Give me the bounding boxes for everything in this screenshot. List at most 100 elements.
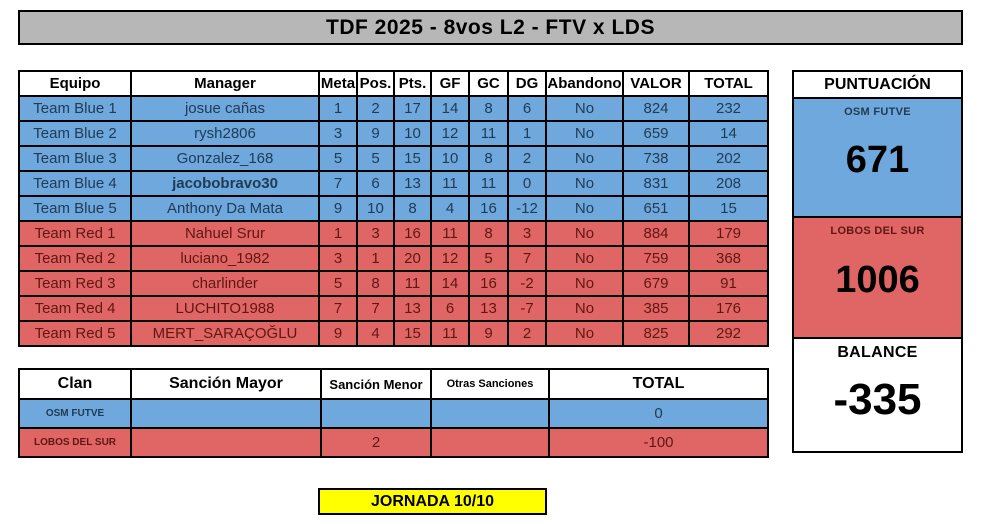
table-cell[interactable]: -7 (507, 295, 547, 322)
table-cell[interactable]: 15 (393, 320, 432, 347)
table-cell[interactable]: 0 (548, 398, 769, 429)
table-cell[interactable]: Team Blue 4 (18, 170, 132, 197)
table-cell[interactable]: 16 (393, 220, 432, 247)
table-cell[interactable]: No (545, 120, 624, 147)
table-cell[interactable]: 12 (430, 245, 470, 272)
column-header[interactable]: TOTAL (688, 70, 769, 97)
table-cell[interactable]: OSM FUTVE (18, 398, 132, 429)
table-cell[interactable]: 6 (356, 170, 395, 197)
table-cell[interactable]: 16 (468, 195, 509, 222)
table-cell[interactable]: 2 (507, 320, 547, 347)
table-cell[interactable]: 824 (622, 95, 690, 122)
table-cell[interactable]: 8 (468, 220, 509, 247)
table-cell[interactable]: 10 (356, 195, 395, 222)
table-cell[interactable] (130, 427, 322, 458)
table-cell[interactable]: No (545, 270, 624, 297)
table-cell[interactable]: Team Red 3 (18, 270, 132, 297)
table-cell[interactable]: LOBOS DEL SUR (18, 427, 132, 458)
table-cell[interactable]: 13 (393, 295, 432, 322)
table-cell[interactable] (430, 427, 550, 458)
table-cell[interactable]: Team Blue 5 (18, 195, 132, 222)
table-cell[interactable]: No (545, 95, 624, 122)
table-cell[interactable]: 91 (688, 270, 769, 297)
column-header[interactable]: Pos. (356, 70, 395, 97)
table-cell[interactable]: 9 (318, 320, 358, 347)
table-cell[interactable]: Team Red 2 (18, 245, 132, 272)
score-section-osm-futve[interactable]: OSM FUTVE 671 (794, 99, 961, 216)
table-cell[interactable]: 825 (622, 320, 690, 347)
table-cell[interactable]: No (545, 245, 624, 272)
table-cell[interactable]: No (545, 170, 624, 197)
table-cell[interactable]: 176 (688, 295, 769, 322)
table-cell[interactable]: 292 (688, 320, 769, 347)
table-cell[interactable]: 8 (393, 195, 432, 222)
table-cell[interactable]: 3 (507, 220, 547, 247)
table-cell[interactable]: 3 (318, 245, 358, 272)
table-cell[interactable]: 1 (318, 95, 358, 122)
table-cell[interactable]: 20 (393, 245, 432, 272)
table-cell[interactable]: 6 (430, 295, 470, 322)
table-cell[interactable]: 5 (468, 245, 509, 272)
column-header[interactable]: Sanción Menor (320, 368, 432, 400)
table-cell[interactable]: 659 (622, 120, 690, 147)
table-cell[interactable]: 16 (468, 270, 509, 297)
table-cell[interactable]: 11 (430, 220, 470, 247)
score-section-balance[interactable]: BALANCE -335 (794, 337, 961, 451)
column-header[interactable]: Manager (130, 70, 320, 97)
table-cell[interactable]: 2 (507, 145, 547, 172)
table-cell[interactable]: Team Blue 1 (18, 95, 132, 122)
table-cell[interactable]: No (545, 145, 624, 172)
table-cell[interactable]: 1 (507, 120, 547, 147)
table-cell[interactable]: 4 (356, 320, 395, 347)
table-cell[interactable]: 2 (356, 95, 395, 122)
table-cell[interactable]: 6 (507, 95, 547, 122)
table-cell[interactable]: 5 (318, 145, 358, 172)
table-cell[interactable]: MERT_SARAÇOĞLU (130, 320, 320, 347)
table-cell[interactable]: 208 (688, 170, 769, 197)
table-cell[interactable]: No (545, 220, 624, 247)
table-cell[interactable]: 11 (468, 170, 509, 197)
table-cell[interactable]: 13 (393, 170, 432, 197)
table-cell[interactable]: 14 (430, 270, 470, 297)
table-cell[interactable]: 232 (688, 95, 769, 122)
table-cell[interactable]: Nahuel Srur (130, 220, 320, 247)
table-cell[interactable]: 8 (468, 145, 509, 172)
table-cell[interactable]: 0 (507, 170, 547, 197)
table-cell[interactable]: 11 (468, 120, 509, 147)
table-cell[interactable]: 13 (468, 295, 509, 322)
table-cell[interactable]: 202 (688, 145, 769, 172)
table-cell[interactable]: josue cañas (130, 95, 320, 122)
table-cell[interactable]: 831 (622, 170, 690, 197)
table-cell[interactable]: jacobobravo30 (130, 170, 320, 197)
table-cell[interactable]: 9 (468, 320, 509, 347)
column-header[interactable]: Otras Sanciones (430, 368, 550, 400)
table-cell[interactable]: 17 (393, 95, 432, 122)
table-cell[interactable]: 5 (318, 270, 358, 297)
score-section-lobos-del-sur[interactable]: LOBOS DEL SUR 1006 (794, 216, 961, 337)
table-cell[interactable]: 385 (622, 295, 690, 322)
table-cell[interactable]: Anthony Da Mata (130, 195, 320, 222)
column-header[interactable]: Sanción Mayor (130, 368, 322, 400)
table-cell[interactable]: LUCHITO1988 (130, 295, 320, 322)
table-cell[interactable]: Gonzalez_168 (130, 145, 320, 172)
table-cell[interactable]: 7 (318, 295, 358, 322)
column-header[interactable]: Clan (18, 368, 132, 400)
table-cell[interactable]: 679 (622, 270, 690, 297)
table-cell[interactable]: 3 (318, 120, 358, 147)
column-header[interactable]: GC (468, 70, 509, 97)
table-cell[interactable]: 738 (622, 145, 690, 172)
table-cell[interactable]: 7 (507, 245, 547, 272)
table-cell[interactable]: 7 (356, 295, 395, 322)
table-cell[interactable]: No (545, 320, 624, 347)
table-cell[interactable]: Team Red 4 (18, 295, 132, 322)
column-header[interactable]: VALOR (622, 70, 690, 97)
table-cell[interactable]: 651 (622, 195, 690, 222)
table-cell[interactable]: 2 (320, 427, 432, 458)
table-cell[interactable]: 8 (468, 95, 509, 122)
table-cell[interactable]: 11 (430, 320, 470, 347)
table-cell[interactable]: 3 (356, 220, 395, 247)
table-cell[interactable]: 4 (430, 195, 470, 222)
table-cell[interactable] (130, 398, 322, 429)
table-cell[interactable] (430, 398, 550, 429)
column-header[interactable]: GF (430, 70, 470, 97)
